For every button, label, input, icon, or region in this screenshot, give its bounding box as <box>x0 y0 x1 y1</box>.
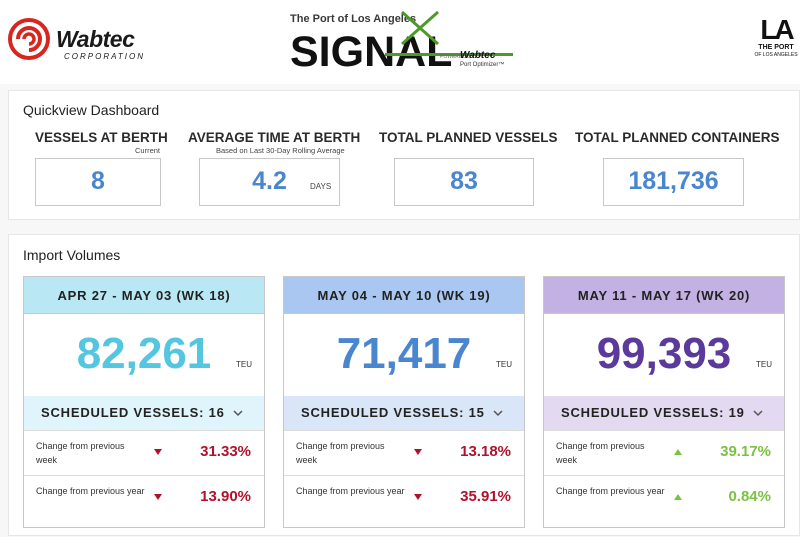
wabtec-swirl-icon <box>8 18 50 60</box>
signal-cross-icon <box>401 10 439 46</box>
change-prev-year-label: Change from previous year <box>556 486 665 496</box>
metric-unit-avg-time: DAYS <box>310 182 332 191</box>
trend-down-icon <box>154 494 162 500</box>
signal-product: Port Optimizer™ <box>460 62 505 68</box>
change-prev-week-value: 39.17% <box>720 443 771 460</box>
metric-label-total-containers: TOTAL PLANNED CONTAINERS <box>575 130 780 145</box>
signal-logo[interactable]: The Port of Los Angeles SIGNAL POWERED B… <box>290 10 520 76</box>
signal-wabtec: Wabtec <box>460 50 496 61</box>
metric-sub-avg-time: Based on Last 30-Day Rolling Average <box>216 146 345 155</box>
week-range: MAY 11 - MAY 17 (WK 20) <box>577 288 751 303</box>
metric-value-avg-time: 4.2 <box>252 167 287 195</box>
quickview-card: Quickview Dashboard VESSELS AT BERTH Cur… <box>8 90 800 220</box>
change-prev-year-value: 0.84% <box>728 488 771 505</box>
import-volumes-card: Import Volumes APR 27 - MAY 03 (WK 18) 8… <box>8 234 800 536</box>
week-header: MAY 11 - MAY 17 (WK 20) <box>544 277 784 314</box>
scheduled-vessels-label: SCHEDULED VESSELS: 15 <box>301 405 485 420</box>
scheduled-vessels-toggle[interactable]: SCHEDULED VESSELS: 19 <box>544 396 784 430</box>
scheduled-vessels-label: SCHEDULED VESSELS: 16 <box>41 405 225 420</box>
week-teu-unit: TEU <box>496 360 512 369</box>
port-la-logo[interactable]: LA THE PORT OF LOS ANGELES <box>754 16 798 66</box>
la-port: THE PORT <box>758 44 794 51</box>
metric-box-total-containers: 181,736 <box>603 158 744 206</box>
wabtec-corp: CORPORATION <box>64 52 145 61</box>
signal-powered: POWERED BY <box>440 54 474 60</box>
change-prev-week-value: 31.33% <box>200 443 251 460</box>
metric-value-total-vessels: 83 <box>450 167 478 195</box>
trend-down-icon <box>414 494 422 500</box>
change-prev-year-row: Change from previous year 13.90% <box>24 475 264 520</box>
la-sub: OF LOS ANGELES <box>754 52 798 58</box>
change-prev-week-row: Change from previous week 13.18% <box>284 430 524 475</box>
change-prev-year-label: Change from previous year <box>296 486 405 496</box>
week-card-19: MAY 04 - MAY 10 (WK 19) 71,417 TEU SCHED… <box>283 276 525 528</box>
change-prev-year-label: Change from previous year <box>36 486 145 496</box>
change-prev-week-value: 13.18% <box>460 443 511 460</box>
change-prev-week-label: Change from previous week <box>296 441 385 465</box>
week-range: MAY 04 - MAY 10 (WK 19) <box>317 288 491 303</box>
week-card-20: MAY 11 - MAY 17 (WK 20) 99,393 TEU SCHED… <box>543 276 785 528</box>
change-prev-week-label: Change from previous week <box>556 441 645 465</box>
chevron-down-icon <box>753 410 763 417</box>
trend-down-icon <box>154 449 162 455</box>
metric-label-avg-time: AVERAGE TIME AT BERTH <box>188 130 361 145</box>
scheduled-vessels-toggle[interactable]: SCHEDULED VESSELS: 15 <box>284 396 524 430</box>
wabtec-logo[interactable]: Wabtec CORPORATION <box>8 14 148 64</box>
signal-port-line: The Port of Los Angeles <box>290 13 417 25</box>
change-prev-year-row: Change from previous year 0.84% <box>544 475 784 520</box>
change-prev-week-label: Change from previous week <box>36 441 125 465</box>
signal-word: SIGNAL <box>290 28 453 76</box>
app-header: Wabtec CORPORATION The Port of Los Angel… <box>0 0 800 84</box>
week-teu-unit: TEU <box>236 360 252 369</box>
import-volumes-title: Import Volumes <box>23 247 121 263</box>
trend-up-icon <box>674 494 682 500</box>
week-teu-value: 71,417 <box>336 329 472 378</box>
metric-sub-vessels-at-berth: Current <box>135 146 161 155</box>
week-teu-value: 82,261 <box>76 329 212 378</box>
change-prev-year-row: Change from previous year 35.91% <box>284 475 524 520</box>
week-teu-value: 99,393 <box>596 329 732 378</box>
trend-down-icon <box>414 449 422 455</box>
change-prev-week-row: Change from previous week 31.33% <box>24 430 264 475</box>
quickview-title: Quickview Dashboard <box>23 102 160 118</box>
metric-box-total-vessels: 83 <box>394 158 534 206</box>
scheduled-vessels-toggle[interactable]: SCHEDULED VESSELS: 16 <box>24 396 264 430</box>
metric-label-vessels-at-berth: VESSELS AT BERTH <box>35 130 168 145</box>
metric-box-avg-time: 4.2 DAYS <box>199 158 340 206</box>
chevron-down-icon <box>493 410 503 417</box>
change-prev-year-value: 13.90% <box>200 488 251 505</box>
trend-up-icon <box>674 449 682 455</box>
wabtec-name: Wabtec <box>56 26 135 52</box>
week-header: APR 27 - MAY 03 (WK 18) <box>24 277 264 314</box>
signal-underline <box>385 53 513 56</box>
change-prev-year-value: 35.91% <box>460 488 511 505</box>
change-prev-week-row: Change from previous week 39.17% <box>544 430 784 475</box>
la-mark: LA <box>760 14 794 45</box>
chevron-down-icon <box>233 410 243 417</box>
metric-box-vessels-at-berth: 8 <box>35 158 161 206</box>
metric-value-vessels-at-berth: 8 <box>91 167 105 195</box>
week-card-18: APR 27 - MAY 03 (WK 18) 82,261 TEU SCHED… <box>23 276 265 528</box>
week-header: MAY 04 - MAY 10 (WK 19) <box>284 277 524 314</box>
metric-label-total-vessels: TOTAL PLANNED VESSELS <box>379 130 558 145</box>
scheduled-vessels-label: SCHEDULED VESSELS: 19 <box>561 405 745 420</box>
week-range: APR 27 - MAY 03 (WK 18) <box>57 288 231 303</box>
week-teu-unit: TEU <box>756 360 772 369</box>
metric-value-total-containers: 181,736 <box>628 167 719 195</box>
